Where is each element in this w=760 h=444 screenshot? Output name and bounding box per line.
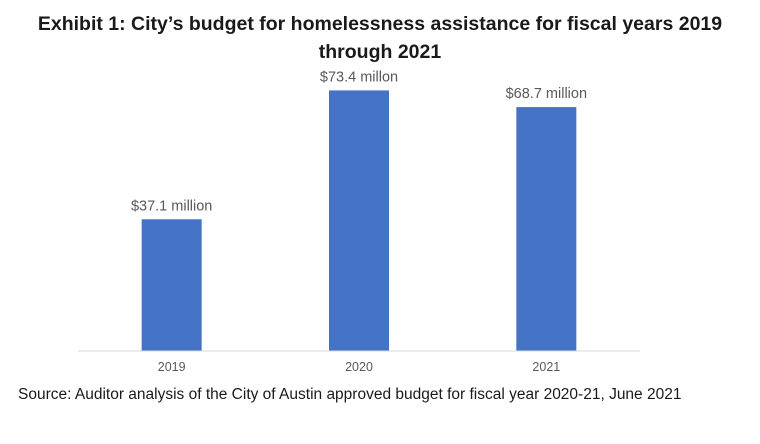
bar-2020 bbox=[329, 90, 389, 352]
x-tick-2019: 2019 bbox=[158, 360, 186, 374]
chart-title: Exhibit 1: City’s budget for homelessnes… bbox=[37, 13, 723, 63]
data-label-2021: $68.7 million bbox=[506, 86, 587, 102]
x-tick-2020: 2020 bbox=[345, 360, 373, 374]
bar-2019 bbox=[141, 219, 202, 351]
bar-2021 bbox=[516, 107, 577, 352]
bar-chart: $37.1 million $73.4 millon $68.7 million 2… bbox=[78, 69, 640, 374]
x-tick-labels: 2019 2020 2021 bbox=[158, 360, 561, 374]
bars-group: $37.1 million $73.4 millon $68.7 million bbox=[131, 69, 587, 352]
data-label-2020: $73.4 millon bbox=[320, 69, 398, 85]
data-label-2019: $37.1 million bbox=[131, 198, 212, 214]
source-note: Source: Auditor analysis of the City of … bbox=[18, 386, 682, 403]
x-tick-2021: 2021 bbox=[532, 360, 560, 374]
